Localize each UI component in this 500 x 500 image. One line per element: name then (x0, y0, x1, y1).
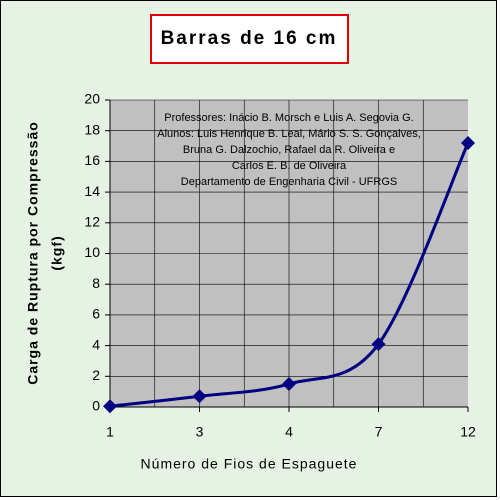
marker (461, 135, 475, 150)
annotation: Bruna G. Dalzochio, Rafael da R. Oliveir… (183, 144, 395, 156)
y-axis-label: (kgf) (49, 235, 65, 270)
y-tick-label: 16 (84, 152, 100, 168)
y-tick-label: 6 (92, 306, 100, 322)
y-tick-label: 14 (84, 183, 100, 199)
x-tick-label: 7 (375, 424, 383, 440)
x-tick-label: 1 (106, 424, 114, 440)
marker (371, 337, 386, 352)
annotation: Carlos E. B. de Oliveira (232, 160, 347, 172)
y-tick-label: 12 (84, 214, 100, 230)
x-axis-label: Número de Fios de Espaguete (141, 456, 358, 472)
annotation: Professores: Inácio B. Morsch e Luis A. … (164, 112, 413, 124)
y-tick-label: 8 (92, 275, 100, 291)
line (109, 142, 470, 408)
title-box (150, 14, 349, 64)
marker (192, 389, 207, 404)
marker (103, 399, 117, 414)
x-tick-label: 4 (285, 424, 293, 440)
y-axis-label: Carga de Ruptura por Compressão (25, 121, 41, 385)
x-tick-label: 12 (460, 424, 476, 440)
y-tick-label: 10 (84, 244, 100, 260)
annotation: Departamento de Engenharia Civil - UFRGS (181, 176, 397, 188)
annotation: Alunos: Luis Henrique B. Leal, Mário S. … (157, 128, 421, 140)
y-tick-label: 2 (92, 367, 100, 383)
y-tick-label: 4 (92, 336, 100, 352)
y-tick-label: 0 (92, 398, 100, 414)
y-tick-label: 20 (84, 91, 100, 107)
marker (282, 376, 296, 391)
x-tick-label: 3 (196, 424, 204, 440)
y-tick-label: 18 (84, 121, 100, 137)
chart-title: Barras de 16 cm (161, 28, 338, 49)
